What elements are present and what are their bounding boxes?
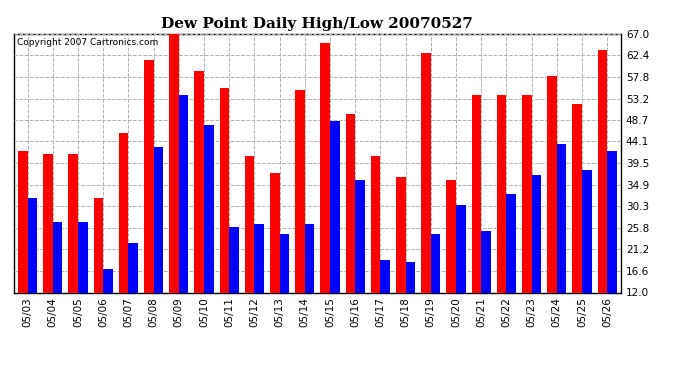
Bar	[371, 156, 380, 292]
Bar	[195, 71, 204, 292]
Bar	[154, 147, 164, 292]
Bar	[144, 60, 154, 292]
Bar	[78, 222, 88, 292]
Bar	[219, 88, 229, 292]
Bar	[380, 260, 390, 292]
Bar	[119, 132, 128, 292]
Bar	[104, 269, 113, 292]
Bar	[68, 154, 78, 292]
Bar	[446, 180, 456, 292]
Bar	[53, 222, 62, 292]
Bar	[506, 194, 516, 292]
Bar	[396, 177, 406, 292]
Bar	[431, 234, 440, 292]
Bar	[557, 144, 566, 292]
Bar	[421, 53, 431, 292]
Bar	[169, 29, 179, 292]
Bar	[406, 262, 415, 292]
Bar	[346, 114, 355, 292]
Bar	[204, 126, 214, 292]
Bar	[598, 50, 607, 292]
Bar	[573, 104, 582, 292]
Bar	[481, 231, 491, 292]
Bar	[456, 206, 466, 292]
Bar	[330, 121, 339, 292]
Bar	[255, 224, 264, 292]
Bar	[522, 95, 531, 292]
Bar	[179, 95, 188, 292]
Bar	[279, 234, 289, 292]
Text: Copyright 2007 Cartronics.com: Copyright 2007 Cartronics.com	[17, 38, 158, 46]
Bar	[94, 198, 104, 292]
Bar	[582, 170, 591, 292]
Bar	[531, 175, 541, 292]
Bar	[355, 180, 365, 292]
Bar	[305, 224, 315, 292]
Bar	[471, 95, 481, 292]
Bar	[28, 198, 37, 292]
Bar	[43, 154, 53, 292]
Bar	[547, 76, 557, 292]
Bar	[229, 226, 239, 292]
Bar	[607, 152, 617, 292]
Bar	[18, 152, 28, 292]
Title: Dew Point Daily High/Low 20070527: Dew Point Daily High/Low 20070527	[161, 17, 473, 31]
Bar	[245, 156, 255, 292]
Bar	[295, 90, 305, 292]
Bar	[128, 243, 138, 292]
Bar	[497, 95, 506, 292]
Bar	[270, 172, 279, 292]
Bar	[320, 43, 330, 292]
